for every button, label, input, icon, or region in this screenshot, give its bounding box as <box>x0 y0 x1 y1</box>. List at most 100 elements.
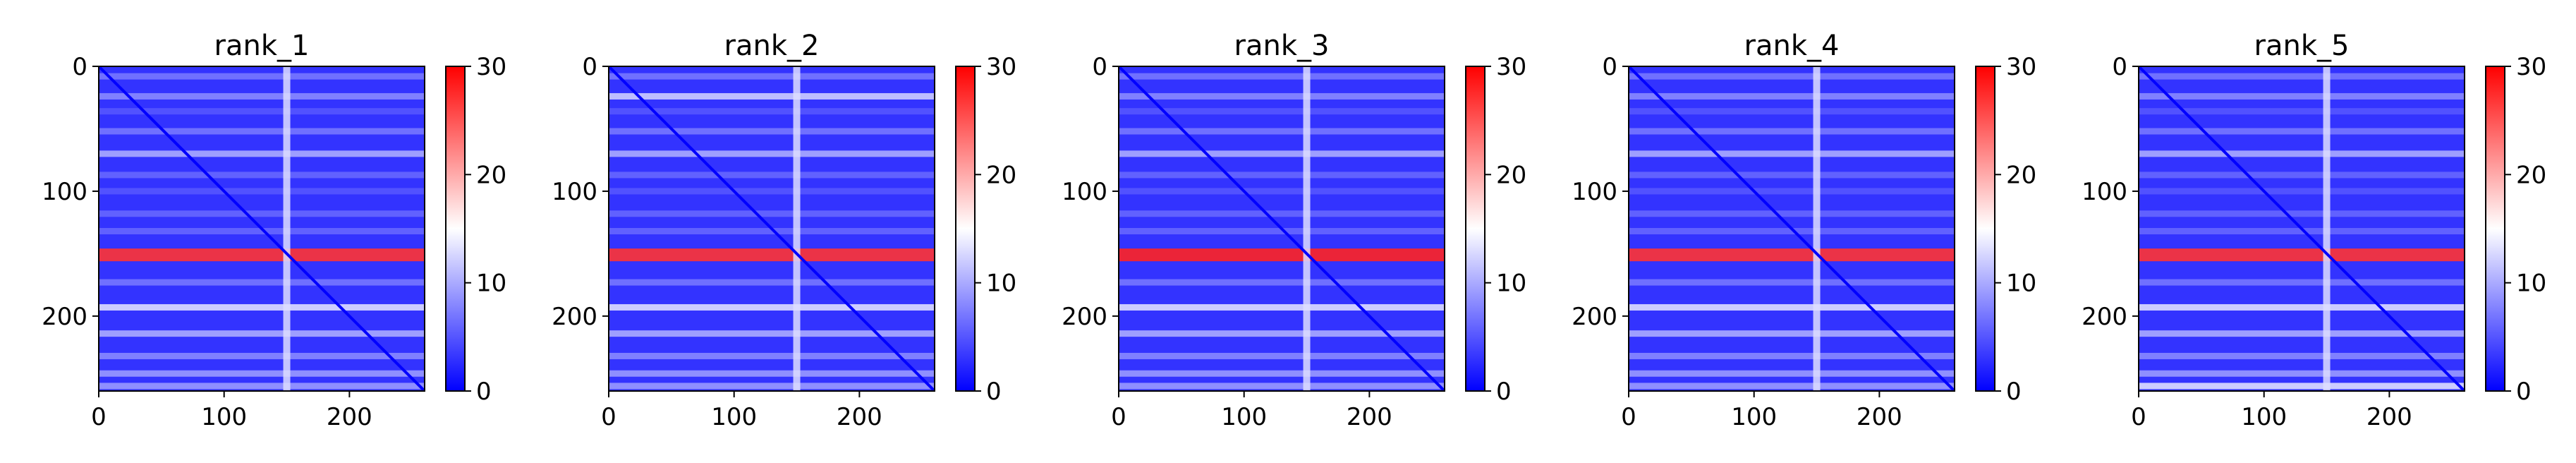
colorbar-tick-label: 0 <box>2006 378 2022 406</box>
axes-frame <box>1628 66 1955 392</box>
heatmap-vertical-line <box>2323 66 2331 391</box>
heatmap-band <box>1119 188 1445 195</box>
heatmap-band <box>2139 172 2465 179</box>
heatmap-band <box>609 188 935 195</box>
colorbar-tick-label: 10 <box>2516 270 2546 298</box>
colorbar <box>445 66 466 392</box>
x-tick-label: 200 <box>837 403 882 431</box>
heatmap-band <box>609 352 935 359</box>
heatmap-band <box>1119 73 1445 80</box>
colorbar-tick-label: 30 <box>476 53 506 81</box>
heatmap-band <box>609 383 935 390</box>
heatmap-band <box>2139 352 2465 359</box>
heatmap-band <box>2139 370 2465 377</box>
colorbar-tick-label: 0 <box>986 378 1002 406</box>
heatmap-band <box>1119 92 1445 100</box>
y-tick-label: 0 <box>1092 53 1107 81</box>
heatmap-band <box>99 228 425 235</box>
heatmap-band <box>609 172 935 179</box>
heatmap-band <box>99 128 425 135</box>
heatmap-band <box>1629 248 1955 262</box>
y-tick-label: 200 <box>2082 303 2127 331</box>
heatmap-band <box>1629 210 1955 217</box>
heatmap-image <box>2139 66 2465 391</box>
panel-title: rank_3 <box>1234 30 1330 62</box>
heatmap-image <box>99 66 425 391</box>
y-tick-label: 100 <box>1062 178 1107 206</box>
heatmap-band <box>2139 73 2465 80</box>
colorbar-tick-label: 20 <box>986 161 1016 189</box>
heatmap-band <box>609 228 935 235</box>
heatmap-band <box>2139 108 2465 115</box>
colorbar <box>955 66 976 392</box>
axes-frame <box>2138 66 2465 392</box>
x-tick-label: 0 <box>91 403 107 431</box>
heatmap-image <box>1119 66 1445 391</box>
colorbar-tick-label: 10 <box>2006 270 2036 298</box>
y-tick-label: 100 <box>2082 178 2127 206</box>
heatmap-band <box>1119 303 1445 311</box>
heatmap-image <box>1629 66 1955 391</box>
heatmap-band <box>1119 330 1445 337</box>
heatmap-band <box>609 150 935 157</box>
colorbar <box>1975 66 1995 392</box>
heatmap-band <box>2139 128 2465 135</box>
heatmap-band <box>2139 248 2465 262</box>
heatmap-band <box>1629 352 1955 359</box>
colorbar <box>1465 66 1486 392</box>
heatmap-band <box>1629 330 1955 337</box>
axes-frame <box>1118 66 1445 392</box>
x-tick-label: 0 <box>1111 403 1126 431</box>
heatmap-band <box>99 73 425 80</box>
x-tick-label: 0 <box>1621 403 1636 431</box>
x-tick-label: 200 <box>1347 403 1392 431</box>
heatmap-band <box>99 330 425 337</box>
heatmap-band <box>99 383 425 390</box>
x-tick-label: 200 <box>1857 403 1902 431</box>
heatmap-band <box>1629 92 1955 100</box>
x-tick-label: 200 <box>327 403 372 431</box>
colorbar-tick-label: 0 <box>2516 378 2532 406</box>
heatmap-band <box>1119 108 1445 115</box>
heatmap-band <box>609 108 935 115</box>
heatmap-band <box>1629 150 1955 157</box>
colorbar-tick-label: 20 <box>2516 161 2546 189</box>
heatmap-band <box>1629 188 1955 195</box>
heatmap-band <box>609 370 935 377</box>
heatmap-band <box>99 370 425 377</box>
heatmap-band <box>609 73 935 80</box>
colorbar-tick-label: 0 <box>476 378 492 406</box>
colorbar-tick-label: 30 <box>986 53 1016 81</box>
heatmap-band <box>609 128 935 135</box>
heatmap-panel: rank_2 0 100 200 0 100 200 0 10 20 30 <box>552 30 1016 431</box>
heatmap-band <box>2139 330 2465 337</box>
heatmap-band <box>99 210 425 217</box>
heatmap-diagonal <box>1629 66 1955 391</box>
panel-title: rank_4 <box>1744 30 1840 62</box>
heatmap-band <box>1629 73 1955 80</box>
heatmap-band <box>99 172 425 179</box>
heatmap-panel: rank_1 0 100 200 0 100 200 0 10 20 30 <box>42 30 506 431</box>
heatmap-band <box>99 150 425 157</box>
heatmap-band <box>609 210 935 217</box>
x-tick-label: 200 <box>2367 403 2412 431</box>
heatmap-band <box>1629 128 1955 135</box>
y-tick-label: 100 <box>1572 178 1617 206</box>
axes-frame <box>98 66 425 392</box>
x-tick-label: 0 <box>2131 403 2146 431</box>
colorbar <box>2485 66 2505 392</box>
colorbar-tick-label: 10 <box>1496 270 1526 298</box>
heatmap-band <box>99 188 425 195</box>
heatmap-band <box>609 248 935 262</box>
y-tick-label: 100 <box>42 178 87 206</box>
heatmap-band <box>1119 279 1445 286</box>
heatmap-band <box>609 92 935 100</box>
panel-title: rank_5 <box>2254 30 2350 62</box>
colorbar-tick-label: 30 <box>2006 53 2036 81</box>
heatmap-band <box>1629 370 1955 377</box>
colorbar-tick-label: 10 <box>476 270 506 298</box>
heatmap-panel: rank_5 0 100 200 0 100 200 0 10 20 30 <box>2082 30 2546 431</box>
y-tick-label: 100 <box>552 178 597 206</box>
